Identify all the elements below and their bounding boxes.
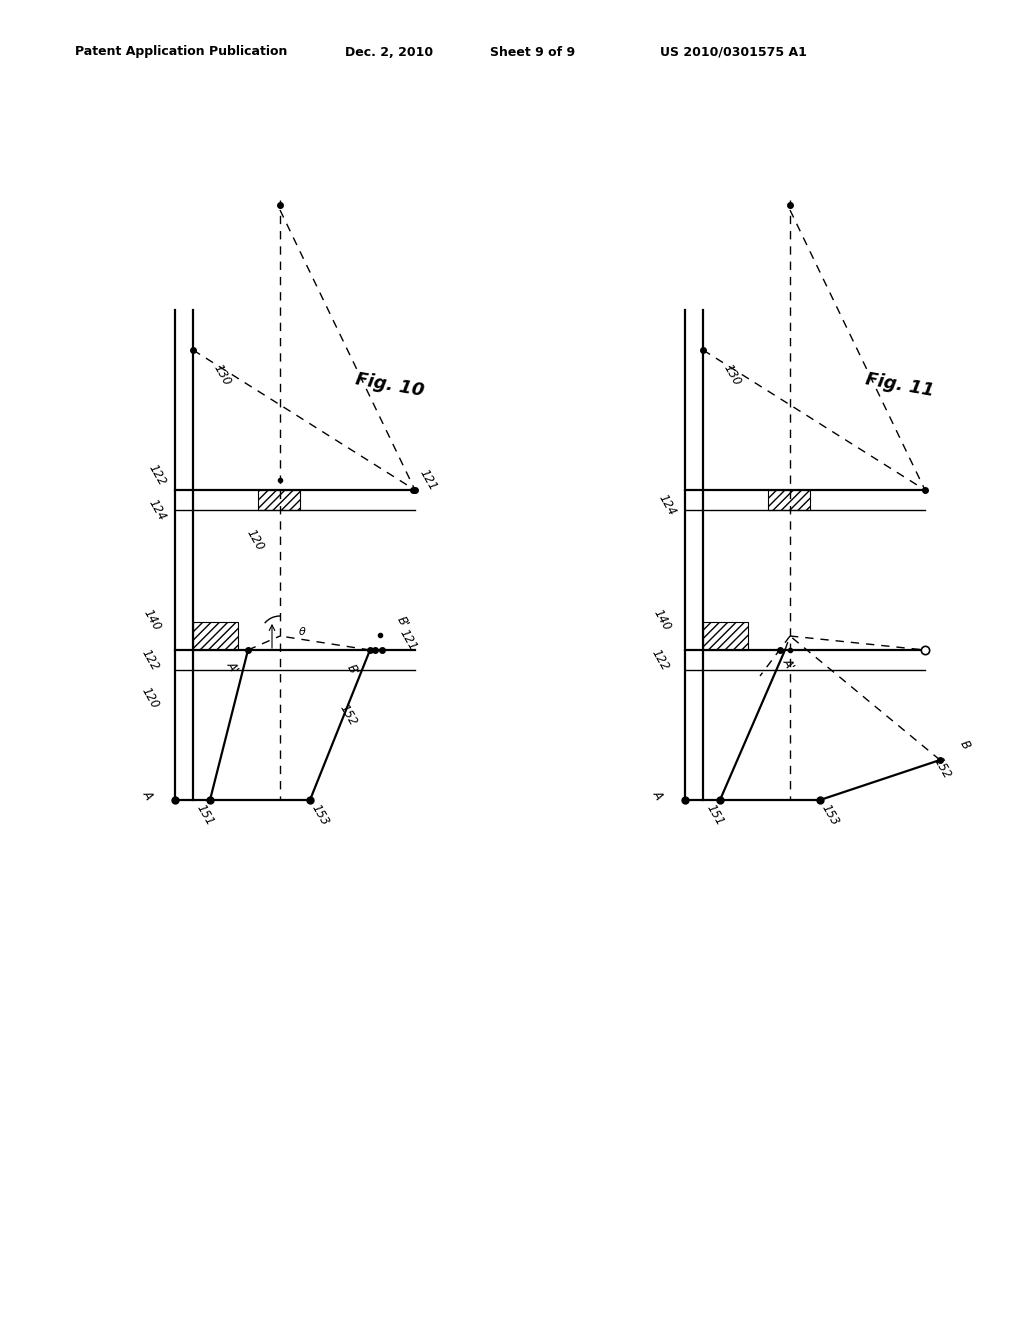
Text: 124: 124 <box>145 498 168 523</box>
Bar <box>193 622 238 649</box>
Text: Fig. 10: Fig. 10 <box>354 370 426 400</box>
Text: 120: 120 <box>244 527 266 553</box>
Text: 130: 130 <box>721 362 743 388</box>
Text: 120: 120 <box>138 685 161 711</box>
Text: A': A' <box>779 656 797 672</box>
Text: 151: 151 <box>703 803 726 828</box>
Text: US 2010/0301575 A1: US 2010/0301575 A1 <box>660 45 807 58</box>
Text: 153: 153 <box>819 803 842 828</box>
Text: 122: 122 <box>145 462 168 488</box>
Text: B': B' <box>394 614 412 630</box>
Text: 152: 152 <box>337 702 359 729</box>
Text: A: A <box>650 788 666 801</box>
Text: Sheet 9 of 9: Sheet 9 of 9 <box>490 45 575 58</box>
Text: 140: 140 <box>140 607 163 634</box>
Bar <box>258 490 300 510</box>
Text: Dec. 2, 2010: Dec. 2, 2010 <box>345 45 433 58</box>
Text: B: B <box>957 738 973 751</box>
Bar <box>703 622 748 649</box>
Bar <box>768 490 810 510</box>
Text: 152: 152 <box>931 755 953 781</box>
Text: 121: 121 <box>417 467 439 492</box>
Text: 130: 130 <box>211 362 233 388</box>
Text: 140: 140 <box>650 607 673 634</box>
Text: 122: 122 <box>649 647 672 673</box>
Text: Patent Application Publication: Patent Application Publication <box>75 45 288 58</box>
Text: 153: 153 <box>309 803 331 828</box>
Text: Fig. 11: Fig. 11 <box>864 370 936 400</box>
Text: A: A <box>140 788 156 801</box>
Text: 124: 124 <box>655 492 678 517</box>
Text: 151: 151 <box>194 803 216 828</box>
Text: A': A' <box>223 659 241 675</box>
Text: $\theta$: $\theta$ <box>298 624 306 638</box>
Text: B': B' <box>344 661 361 678</box>
Text: 122: 122 <box>138 647 161 673</box>
Text: 121: 121 <box>396 627 419 653</box>
